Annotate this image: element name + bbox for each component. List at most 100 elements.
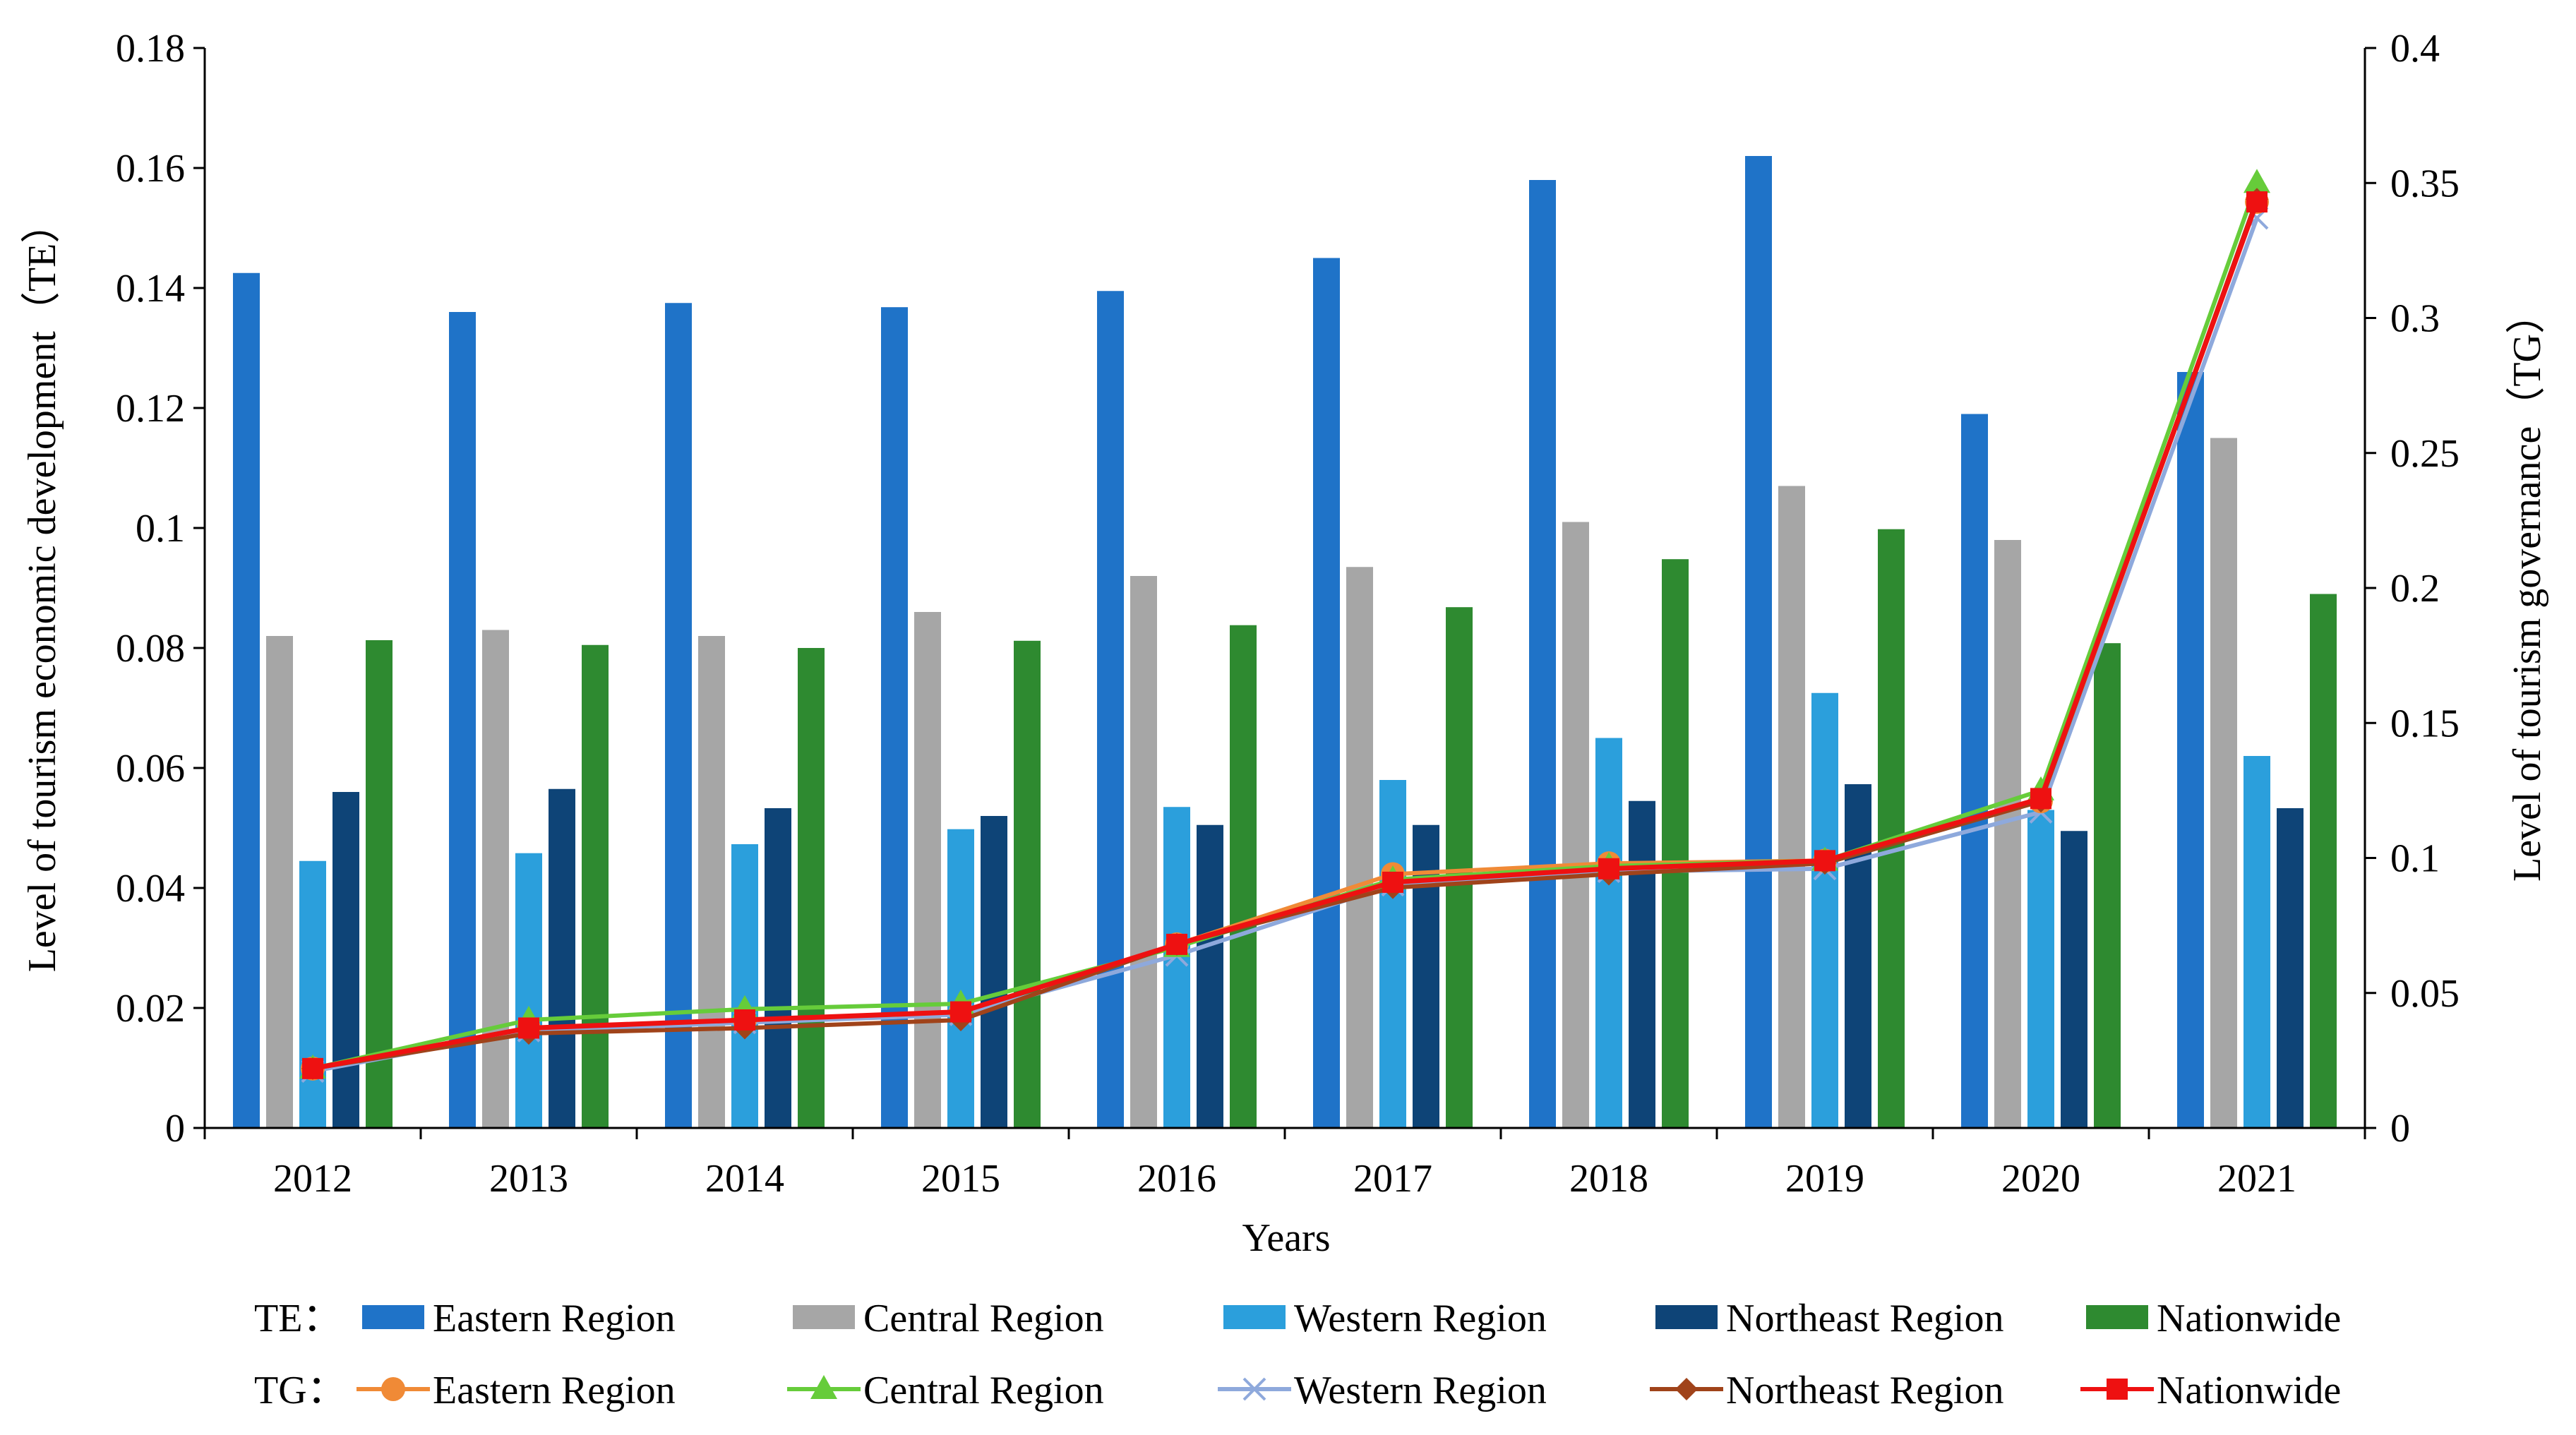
bar-te-northeast-region-2019	[1845, 783, 1871, 1128]
point-tg-nationwide-2015	[950, 1001, 971, 1023]
legend-te-label-eastern-region: Eastern Region	[433, 1297, 676, 1340]
x-tick-label: 2014	[705, 1157, 784, 1201]
x-axis-title: Years	[1242, 1216, 1331, 1260]
point-tg-nationwide-2018	[1598, 858, 1619, 879]
right-tick-label: 0.2	[2390, 567, 2440, 611]
ticks-layer: 0 0.02 0.04 0.06 0.08 0.1 0.12 0.14 0.16 0.18 0 0.0…	[116, 27, 2460, 1201]
lines-layer	[299, 169, 2270, 1083]
bar-te-western-region-2017	[1379, 780, 1406, 1128]
x-tick-label: 2015	[921, 1157, 1000, 1201]
left-tick-label: 0.02	[116, 987, 185, 1031]
legend-tg-marker-western-region	[1242, 1377, 1266, 1401]
right-axis-title: Level of tourism governance（TG）	[2505, 294, 2549, 882]
legend-tg-label-central-region: Central Region	[863, 1369, 1104, 1412]
bar-te-nationwide-2019	[1878, 529, 1905, 1128]
bar-te-nationwide-2017	[1446, 607, 1473, 1128]
point-tg-central-region-2021	[2243, 169, 2270, 193]
bar-te-eastern-region-2018	[1529, 180, 1556, 1128]
bar-te-nationwide-2020	[2094, 643, 2121, 1128]
line-tg-western-region	[312, 217, 2259, 1074]
legend-te-swatch-central-region	[793, 1305, 855, 1329]
bar-te-central-region-2013	[482, 630, 509, 1128]
bar-te-western-region-2021	[2243, 756, 2270, 1128]
left-tick-label: 0.08	[116, 627, 185, 671]
bar-te-nationwide-2014	[798, 648, 825, 1128]
legend-tg-label-northeast-region: Northeast Region	[1726, 1369, 2003, 1412]
legend-te-swatch-nationwide	[2086, 1305, 2148, 1329]
legend-te-label-western-region: Western Region	[1294, 1297, 1547, 1340]
bar-te-northeast-region-2021	[2277, 807, 2304, 1128]
left-tick-label: 0	[165, 1107, 185, 1151]
right-tick-label: 0.1	[2390, 837, 2440, 881]
bar-te-eastern-region-2013	[449, 312, 476, 1128]
point-tg-nationwide-2014	[734, 1009, 755, 1031]
bar-te-northeast-region-2020	[2061, 831, 2087, 1128]
bar-te-western-region-2018	[1595, 738, 1622, 1128]
legend-te-label: TE：	[254, 1297, 342, 1340]
bar-te-western-region-2019	[1811, 692, 1838, 1128]
bar-te-eastern-region-2012	[233, 272, 260, 1128]
x-tick-label: 2021	[2217, 1157, 2296, 1201]
point-tg-nationwide-2012	[302, 1057, 323, 1079]
bar-te-northeast-region-2013	[549, 788, 575, 1128]
left-tick-label: 0.16	[116, 147, 185, 191]
right-tick-label: 0	[2390, 1107, 2410, 1151]
left-tick-label: 0.18	[116, 27, 185, 71]
legend-te-label-northeast-region: Northeast Region	[1726, 1297, 2003, 1340]
bar-te-northeast-region-2012	[333, 792, 359, 1128]
bar-te-eastern-region-2020	[1961, 414, 1988, 1128]
right-tick-label: 0.35	[2390, 162, 2460, 205]
bar-te-eastern-region-2017	[1313, 258, 1340, 1128]
right-tick-label: 0.4	[2390, 27, 2440, 71]
right-tick-label: 0.15	[2390, 702, 2460, 745]
bar-te-eastern-region-2015	[881, 307, 908, 1129]
x-tick-label: 2012	[273, 1157, 352, 1201]
bar-te-western-region-2013	[515, 853, 542, 1128]
bar-te-northeast-region-2015	[981, 816, 1007, 1128]
point-tg-nationwide-2017	[1382, 871, 1403, 893]
right-tick-label: 0.05	[2390, 972, 2460, 1016]
marker-x-stroke	[1242, 1377, 1266, 1401]
x-tick-label: 2019	[1785, 1157, 1864, 1201]
bar-te-western-region-2012	[299, 860, 326, 1128]
left-tick-label: 0.06	[116, 747, 185, 791]
bar-te-central-region-2020	[1994, 540, 2021, 1128]
bar-te-central-region-2014	[698, 636, 725, 1128]
bar-te-nationwide-2013	[582, 644, 609, 1128]
bar-te-central-region-2018	[1562, 522, 1589, 1128]
bar-te-northeast-region-2014	[765, 807, 791, 1128]
legend-te-label-central-region: Central Region	[863, 1297, 1104, 1340]
bar-te-nationwide-2018	[1662, 559, 1689, 1128]
bar-te-western-region-2015	[947, 829, 974, 1128]
bar-te-eastern-region-2021	[2177, 372, 2204, 1128]
bar-te-nationwide-2012	[366, 640, 393, 1128]
left-tick-label: 0.04	[116, 867, 185, 911]
left-tick-label: 0.1	[136, 507, 185, 551]
point-tg-nationwide-2021	[2246, 191, 2268, 213]
x-tick-label: 2016	[1137, 1157, 1216, 1201]
legend-tg-label-western-region: Western Region	[1294, 1369, 1547, 1412]
bar-te-nationwide-2015	[1014, 640, 1041, 1128]
bar-te-eastern-region-2019	[1745, 156, 1772, 1128]
legend-tg-label-eastern-region: Eastern Region	[433, 1369, 676, 1412]
legend-te-swatch-eastern-region	[362, 1305, 424, 1329]
x-tick-label: 2013	[489, 1157, 568, 1201]
bar-te-central-region-2021	[2210, 438, 2237, 1128]
point-tg-nationwide-2019	[1814, 850, 1835, 872]
bars-layer	[233, 156, 2337, 1129]
bar-te-eastern-region-2016	[1097, 291, 1124, 1128]
x-tick-label: 2017	[1353, 1157, 1432, 1201]
bar-te-northeast-region-2018	[1629, 800, 1655, 1128]
bar-te-nationwide-2016	[1230, 625, 1257, 1128]
legend-te-swatch-northeast-region	[1655, 1305, 1718, 1329]
x-tick-label: 2018	[1569, 1157, 1648, 1201]
legend-tg-marker-northeast-region	[1675, 1378, 1698, 1400]
point-tg-nationwide-2016	[1166, 933, 1187, 955]
bar-te-central-region-2015	[914, 612, 941, 1128]
bar-te-central-region-2012	[266, 636, 293, 1128]
bar-te-eastern-region-2014	[665, 303, 692, 1128]
bar-te-central-region-2016	[1130, 576, 1157, 1128]
bar-te-central-region-2019	[1778, 486, 1805, 1128]
right-tick-label: 0.3	[2390, 297, 2440, 341]
